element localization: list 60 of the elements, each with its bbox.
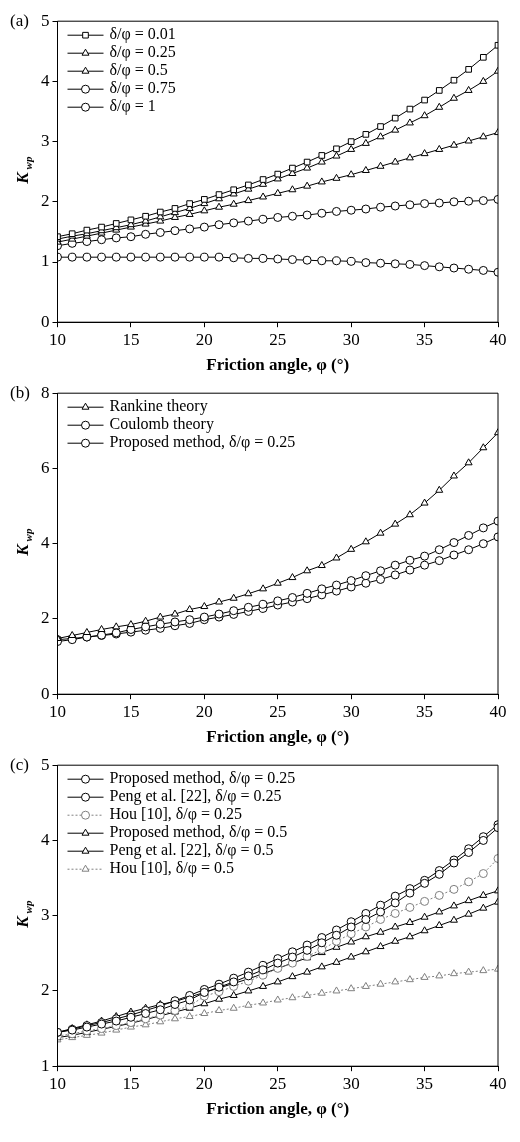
- y-tick-label: 5: [41, 10, 50, 30]
- x-tick-label: 25: [269, 329, 287, 349]
- x-tick-label: 10: [49, 329, 66, 349]
- legend-label: Proposed method, δ/φ = 0.25: [109, 433, 296, 452]
- x-tick-label: 20: [195, 329, 213, 349]
- chart-title: (a): [10, 10, 29, 30]
- legend-label: Hou [10], δ/φ = 0.5: [109, 859, 234, 878]
- y-tick-label: 4: [41, 533, 50, 553]
- y-tick-label: 8: [41, 382, 50, 402]
- legend-label: δ/φ = 0.5: [109, 61, 168, 80]
- y-axis-title: Kwp: [13, 900, 34, 929]
- y-tick-label: 2: [41, 608, 50, 628]
- y-tick-label: 2: [41, 980, 50, 1000]
- x-tick-label: 20: [195, 701, 213, 721]
- x-tick-label: 20: [195, 1073, 213, 1093]
- y-tick-label: 4: [41, 70, 50, 90]
- y-tick-label: 1: [41, 1055, 50, 1075]
- x-tick-label: 10: [49, 1073, 66, 1093]
- x-axis-title: Friction angle, φ (°): [206, 1099, 350, 1119]
- legend-label: δ/φ = 0.01: [109, 25, 176, 44]
- y-axis-title: Kwp: [13, 528, 34, 557]
- legend-label: δ/φ = 1: [109, 97, 156, 116]
- y-tick-label: 1: [41, 251, 50, 271]
- y-tick-label: 3: [41, 905, 50, 925]
- y-tick-label: 4: [41, 829, 50, 849]
- y-tick-label: 3: [41, 131, 50, 151]
- x-tick-label: 25: [269, 1073, 287, 1093]
- legend-label: Peng et al. [22], δ/φ = 0.25: [109, 787, 282, 806]
- legend-label: δ/φ = 0.75: [109, 79, 176, 98]
- x-tick-label: 25: [269, 701, 287, 721]
- x-tick-label: 30: [342, 701, 360, 721]
- y-tick-label: 0: [41, 683, 50, 703]
- y-tick-label: 0: [41, 311, 50, 331]
- x-tick-label: 40: [489, 1073, 507, 1093]
- x-tick-label: 15: [122, 329, 140, 349]
- x-axis-title: Friction angle, φ (°): [206, 727, 350, 747]
- x-tick-label: 30: [342, 329, 360, 349]
- x-tick-label: 10: [49, 701, 66, 721]
- chart-title: (c): [10, 754, 29, 774]
- y-tick-label: 2: [41, 191, 50, 211]
- x-tick-label: 35: [416, 1073, 434, 1093]
- legend-label: Proposed method, δ/φ = 0.25: [109, 769, 296, 788]
- x-tick-label: 30: [342, 1073, 360, 1093]
- x-tick-label: 15: [122, 1073, 140, 1093]
- x-tick-label: 35: [416, 701, 434, 721]
- legend-label: Peng et al. [22], δ/φ = 0.5: [109, 841, 274, 860]
- legend-label: Hou [10], δ/φ = 0.25: [109, 805, 242, 824]
- x-tick-label: 35: [416, 329, 434, 349]
- legend-label: Proposed method, δ/φ = 0.5: [109, 823, 288, 842]
- y-tick-label: 6: [41, 457, 50, 477]
- x-tick-label: 40: [489, 701, 507, 721]
- y-tick-label: 5: [41, 754, 50, 774]
- legend-label: Rankine theory: [109, 397, 208, 416]
- legend-label: δ/φ = 0.25: [109, 43, 176, 62]
- x-tick-label: 40: [489, 329, 507, 349]
- legend-label: Coulomb theory: [109, 415, 214, 434]
- x-tick-label: 15: [122, 701, 140, 721]
- x-axis-title: Friction angle, φ (°): [206, 355, 350, 375]
- chart-title: (b): [10, 382, 30, 402]
- y-axis-title: Kwp: [13, 156, 34, 185]
